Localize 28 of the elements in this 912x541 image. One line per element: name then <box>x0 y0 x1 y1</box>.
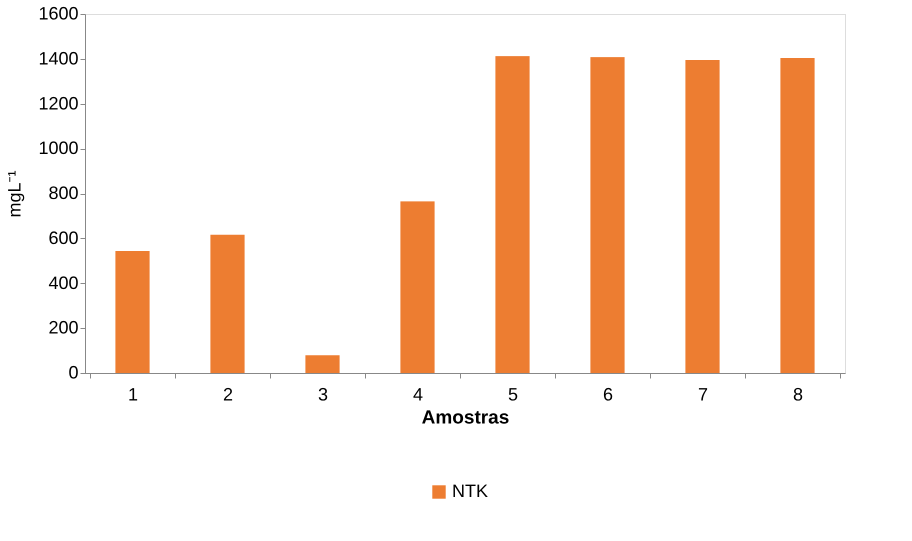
y-tick-label: 600 <box>48 228 78 248</box>
x-tick-label: 1 <box>128 384 138 404</box>
bar <box>590 57 625 373</box>
y-tick-label: 1000 <box>38 138 78 158</box>
x-tick-label: 7 <box>698 384 708 404</box>
x-tick-label: 2 <box>222 384 234 404</box>
x-tick-label: 5 <box>508 384 518 404</box>
bar <box>685 60 720 373</box>
bar <box>400 201 435 373</box>
y-tick-label: 400 <box>48 272 78 293</box>
x-tick-label: 6 <box>602 384 614 404</box>
y-tick-label: 1400 <box>38 48 78 68</box>
bar <box>210 234 245 373</box>
bar <box>305 355 340 373</box>
y-tick-label: 1200 <box>38 93 78 114</box>
x-tick-label: 4 <box>412 384 424 404</box>
x-tick-label: 8 <box>792 384 804 404</box>
legend-label: NTK <box>452 481 488 501</box>
y-tick-label: 200 <box>48 318 78 338</box>
y-tick-label: 1600 <box>38 4 78 24</box>
bar <box>115 250 150 373</box>
y-axis-title: mgL⁻¹ <box>4 170 24 218</box>
y-tick-label: 800 <box>48 183 78 203</box>
x-tick-label: 3 <box>318 384 328 404</box>
bar <box>780 58 815 373</box>
x-axis-title: Amostras <box>422 408 510 428</box>
bar <box>495 56 530 373</box>
y-tick-label: 0 <box>68 362 78 382</box>
